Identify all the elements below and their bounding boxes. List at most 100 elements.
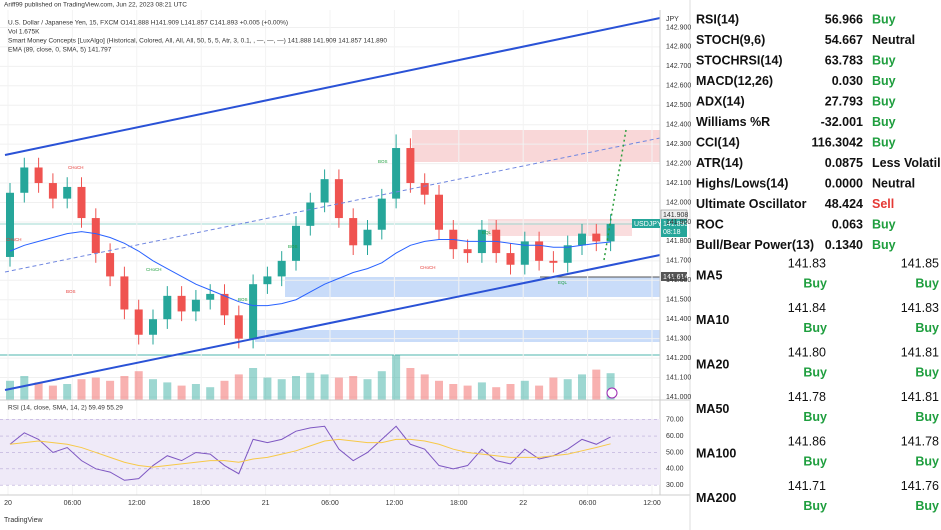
candle-body: [306, 202, 315, 226]
indicator-name: MACD(12,26): [696, 74, 773, 88]
volume-bar: [463, 385, 472, 400]
volume-bar: [563, 379, 572, 400]
ma-value: 141.83: [901, 301, 939, 315]
y-tick-label: 142.000: [666, 199, 691, 206]
volume-line: Vol 1.675K: [8, 29, 40, 36]
indicator-value: 0.0000: [825, 176, 863, 190]
volume-bar: [120, 376, 129, 400]
candle-body: [549, 260, 558, 263]
volume-bar: [306, 372, 315, 400]
volume-bar: [134, 371, 143, 400]
ma-value: 141.84: [788, 301, 826, 315]
trend-line: [4, 254, 661, 391]
x-tick-label: 22: [519, 500, 527, 507]
ma-value: 141.78: [788, 390, 826, 404]
volume-bar: [191, 384, 200, 400]
volume-bar: [520, 380, 529, 400]
price-tag-label: 141.614: [663, 274, 688, 281]
candle-body: [334, 179, 343, 219]
candle-body: [63, 186, 72, 199]
indicator-signal: Neutral: [872, 176, 915, 190]
ma-value: 141.78: [901, 434, 939, 448]
indicator-signal: Buy: [872, 94, 896, 108]
candle-body: [149, 319, 157, 335]
candle-body: [220, 293, 229, 316]
candle-body: [163, 295, 172, 320]
candle-body: [535, 241, 544, 261]
indicator-value: 54.667: [825, 33, 863, 47]
ma-signal: Buy: [915, 365, 939, 379]
indicator-name: Bull/Bear Power(13): [696, 238, 814, 252]
volume-bar: [449, 384, 458, 400]
ma-signal: Buy: [915, 454, 939, 468]
volume-bar: [320, 374, 329, 400]
y-tick-label: 142.700: [666, 63, 691, 70]
y-tick-label: 142.400: [666, 122, 691, 129]
indicator-value: 48.424: [825, 197, 863, 211]
indicator-name: ADX(14): [696, 94, 745, 108]
candle-body: [20, 167, 29, 193]
volume-bar: [220, 380, 229, 400]
volume-bar: [34, 382, 43, 400]
x-tick-label: 06:00: [321, 500, 339, 507]
annotation: CHoCH: [68, 165, 84, 170]
ma-signal: Buy: [803, 454, 827, 468]
annotation: CHoCH: [420, 265, 436, 270]
y-tick-label: 141.100: [666, 374, 691, 381]
candle-body: [592, 233, 601, 242]
volume-bar: [20, 376, 29, 400]
ma-name: MA50: [696, 402, 729, 416]
ma-signal: Buy: [915, 276, 939, 290]
x-tick-label: 06:00: [579, 500, 597, 507]
y-tick-label: 142.800: [666, 44, 691, 51]
volume-bar: [77, 379, 86, 400]
annotation: CHoCH: [6, 237, 22, 242]
x-tick-label: 12:00: [128, 500, 146, 507]
volume-bar: [292, 376, 300, 400]
indicator-signal: Buy: [872, 238, 896, 252]
alert-icon[interactable]: [606, 387, 618, 399]
y-tick-label: 142.300: [666, 141, 691, 148]
annotation: BOS: [238, 297, 248, 302]
demand-zone: [285, 277, 660, 297]
price-tag-label: 141.908: [663, 212, 688, 219]
candle-body: [420, 183, 429, 195]
ma-signal: Buy: [915, 321, 939, 335]
indicator-signal: Sell: [872, 197, 894, 211]
ma-signal: Buy: [803, 321, 827, 335]
indicator-name: RSI(14): [696, 12, 739, 26]
ma-value: 141.76: [901, 479, 939, 493]
ma-value: 141.71: [788, 479, 826, 493]
candle-body: [106, 253, 115, 277]
annotation: EQL: [482, 230, 492, 235]
y-tick-label: 142.900: [666, 24, 691, 31]
publisher: Ariff99 published on TradingView.com, Ju…: [4, 2, 187, 9]
candle-body: [263, 276, 272, 285]
y-tick-label: 142.100: [666, 180, 691, 187]
indicator-signal: Buy: [872, 12, 896, 26]
volume-bar: [91, 377, 100, 400]
candle-body: [406, 148, 415, 184]
volume-bar: [106, 380, 115, 400]
candle-body: [377, 198, 386, 230]
y-tick-label: 40.00: [666, 466, 684, 473]
indicator-value: 27.793: [825, 94, 863, 108]
indicator-signal: Buy: [872, 217, 896, 231]
indicator-name: ROC: [696, 217, 724, 231]
volume-bar: [277, 379, 286, 400]
annotation: EQL: [558, 280, 568, 285]
symbol-tag: [632, 219, 660, 228]
y-tick-label: 60.00: [666, 433, 684, 440]
volume-bar: [606, 373, 615, 400]
y-tick-label: 141.000: [666, 394, 691, 401]
y-tick-label: 30.00: [666, 482, 684, 489]
volume-bar: [249, 368, 258, 400]
volume-bar: [578, 374, 586, 400]
rsi-line: [9, 438, 611, 468]
candle-body: [292, 225, 300, 261]
candle-body: [48, 183, 57, 199]
demand-zone: [255, 330, 660, 342]
indicator-value: 0.030: [832, 74, 863, 88]
indicator-value: 63.783: [825, 53, 863, 67]
indicator-name: CCI(14): [696, 135, 740, 149]
